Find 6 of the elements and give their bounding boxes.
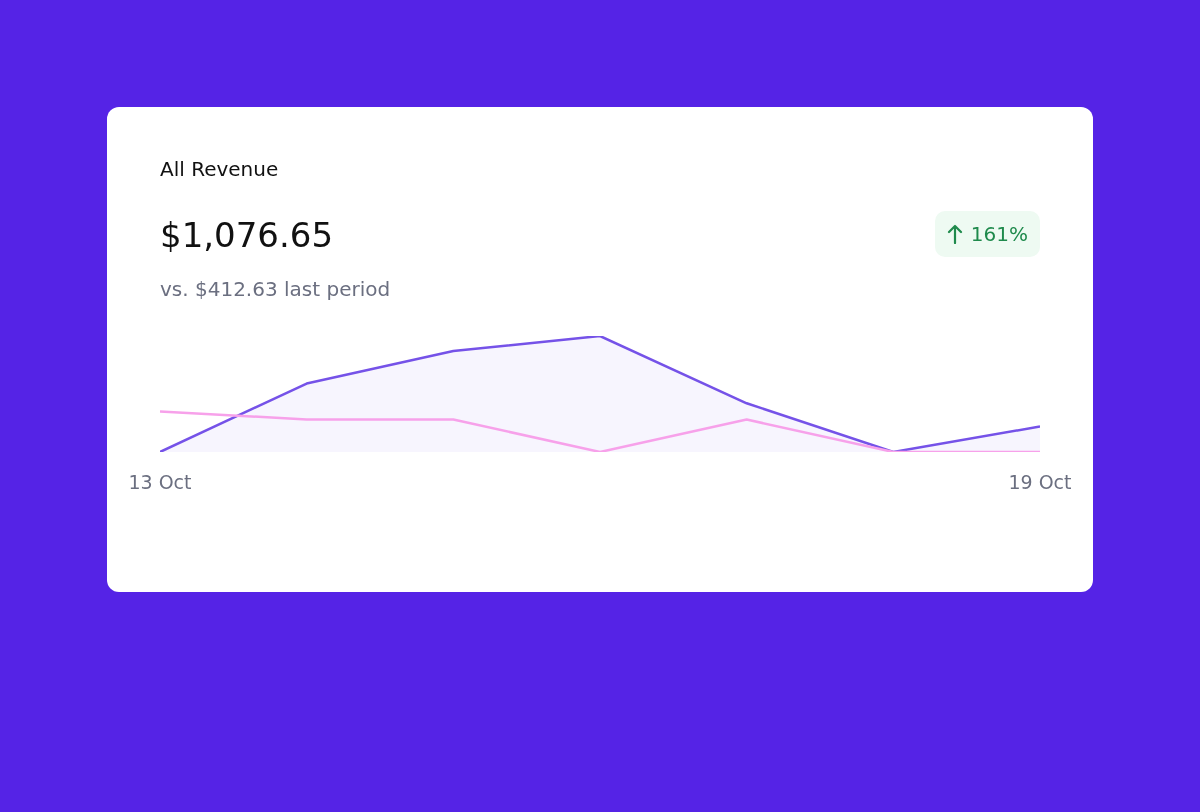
chart-subtitle: $1,076.65	[160, 215, 334, 255]
text: 161%	[970, 222, 1028, 246]
x-tick-label: 19 Oct	[1008, 471, 1072, 494]
text: vs. $412.63 last period	[160, 277, 391, 301]
x-tick-label: 13 Oct	[128, 471, 192, 494]
chart-title: All Revenue	[160, 157, 279, 181]
